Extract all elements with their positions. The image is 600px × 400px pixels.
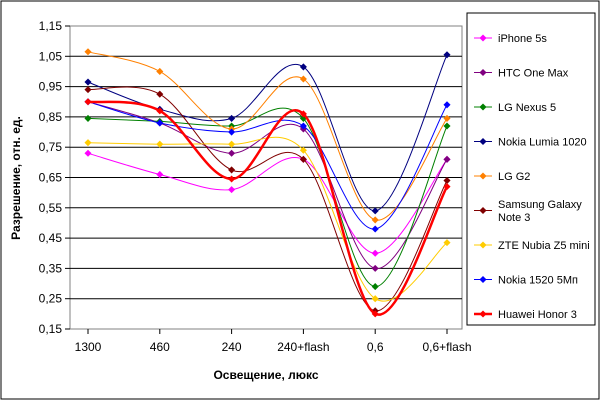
y-tick-label: 0,45	[39, 231, 63, 245]
data-point	[84, 139, 92, 147]
legend-marker	[479, 103, 487, 111]
legend-label: Nokia 1520 5Мп	[498, 275, 578, 287]
x-tick-label: 0,6	[367, 340, 384, 354]
data-point	[84, 98, 92, 106]
legend-entry: Huawei Honor 3	[474, 309, 577, 321]
legend-marker	[479, 172, 487, 180]
y-tick-label: 0,25	[39, 292, 63, 306]
data-point	[371, 264, 379, 272]
legend-label: Nokia Lumia 1020	[498, 137, 587, 149]
y-tick-label: 0,55	[39, 201, 63, 215]
legend-label: LG Nexus 5	[498, 102, 556, 114]
x-tick-label: 1300	[75, 340, 102, 354]
legend-marker	[479, 310, 487, 318]
legend	[466, 12, 596, 326]
legend-entry: LG Nexus 5	[474, 102, 556, 114]
data-point	[371, 310, 379, 318]
x-tick-label: 460	[150, 340, 170, 354]
data-point	[228, 128, 236, 136]
legend-entry: iPhone 5s	[474, 33, 547, 45]
y-tick-label: 0,15	[39, 322, 63, 336]
series-6	[84, 136, 451, 303]
legend-marker	[479, 275, 487, 284]
data-point	[443, 101, 451, 109]
x-axis-title: Освещение, люкс	[213, 368, 318, 382]
y-tick-label: 1,05	[39, 49, 63, 63]
legend-label: Huawei Honor 3	[498, 309, 577, 321]
legend-entry: Nokia Lumia 1020	[474, 137, 587, 149]
y-tick-label: 0,65	[39, 171, 63, 185]
data-point	[228, 140, 236, 148]
y-axis-ticks: 0,15 0,25 0,35 0,45 0,55 0,65 0,75 0,85 0,95 1,05…	[39, 19, 70, 336]
legend-entry: LG G2	[474, 171, 530, 183]
data-point	[371, 216, 379, 224]
data-point	[443, 122, 451, 130]
legend-label: Samsung Galaxy Note 3	[498, 199, 582, 224]
data-point	[228, 149, 236, 157]
data-point	[443, 51, 451, 59]
data-point	[228, 175, 236, 183]
y-tick-label: 1,15	[39, 19, 63, 33]
legend-entry: HTC One Max	[474, 68, 569, 80]
data-point	[443, 114, 451, 122]
data-point	[443, 183, 451, 191]
legend-label: HTC One Max	[498, 68, 569, 80]
data-point	[228, 186, 236, 194]
y-tick-label: 0,35	[39, 261, 63, 275]
data-point	[299, 110, 307, 118]
data-point	[371, 295, 379, 303]
legend-marker	[479, 137, 487, 146]
data-point	[84, 86, 92, 94]
data-point	[156, 67, 164, 75]
legend-label: iPhone 5s	[498, 33, 547, 45]
data-point	[371, 207, 379, 215]
legend-label: LG G2	[498, 171, 530, 183]
legend-entry: Nokia 1520 5Мп	[474, 275, 578, 287]
legend-marker	[479, 241, 487, 249]
series-4	[84, 48, 451, 224]
data-point	[443, 155, 451, 163]
legend-entry: Samsung Galaxy Note 3	[474, 199, 582, 224]
data-point	[299, 75, 307, 83]
series-layer	[84, 48, 451, 318]
data-point	[371, 249, 379, 257]
data-point	[299, 146, 307, 154]
data-point	[84, 114, 92, 122]
data-point	[156, 90, 164, 98]
data-point	[84, 78, 92, 86]
x-axis-ticks: 1300 460 240 240+flash 0,6 0,6+flash	[75, 329, 472, 354]
legend-marker	[479, 206, 487, 215]
data-point	[156, 170, 164, 179]
x-tick-label: 240+flash	[277, 340, 329, 354]
data-point	[443, 176, 451, 185]
data-point	[443, 239, 451, 247]
legend-label: ZTE Nubia Z5 mini	[498, 240, 590, 252]
data-point	[228, 114, 236, 122]
data-point	[299, 63, 307, 71]
legend-entries: iPhone 5s HTC One Max LG Nexus 5 Nokia Lumi…	[474, 33, 590, 321]
legend-marker	[479, 68, 487, 77]
data-point	[84, 149, 92, 157]
data-point	[371, 283, 379, 291]
data-point	[156, 140, 164, 148]
data-point	[156, 107, 164, 115]
data-point	[299, 155, 307, 163]
y-tick-label: 0,75	[39, 140, 63, 154]
data-point	[371, 225, 379, 233]
x-tick-label: 0,6+flash	[422, 340, 471, 354]
legend-marker	[479, 34, 487, 42]
x-tick-label: 240	[222, 340, 242, 354]
series-8	[84, 98, 451, 318]
y-axis-title: Разрешение, отн. ед.	[9, 116, 23, 240]
y-tick-label: 0,85	[39, 110, 63, 124]
y-tick-label: 0,95	[39, 80, 63, 94]
legend-entry: ZTE Nubia Z5 mini	[474, 240, 590, 252]
data-point	[228, 166, 236, 174]
data-point	[299, 122, 307, 130]
data-point	[156, 119, 164, 127]
